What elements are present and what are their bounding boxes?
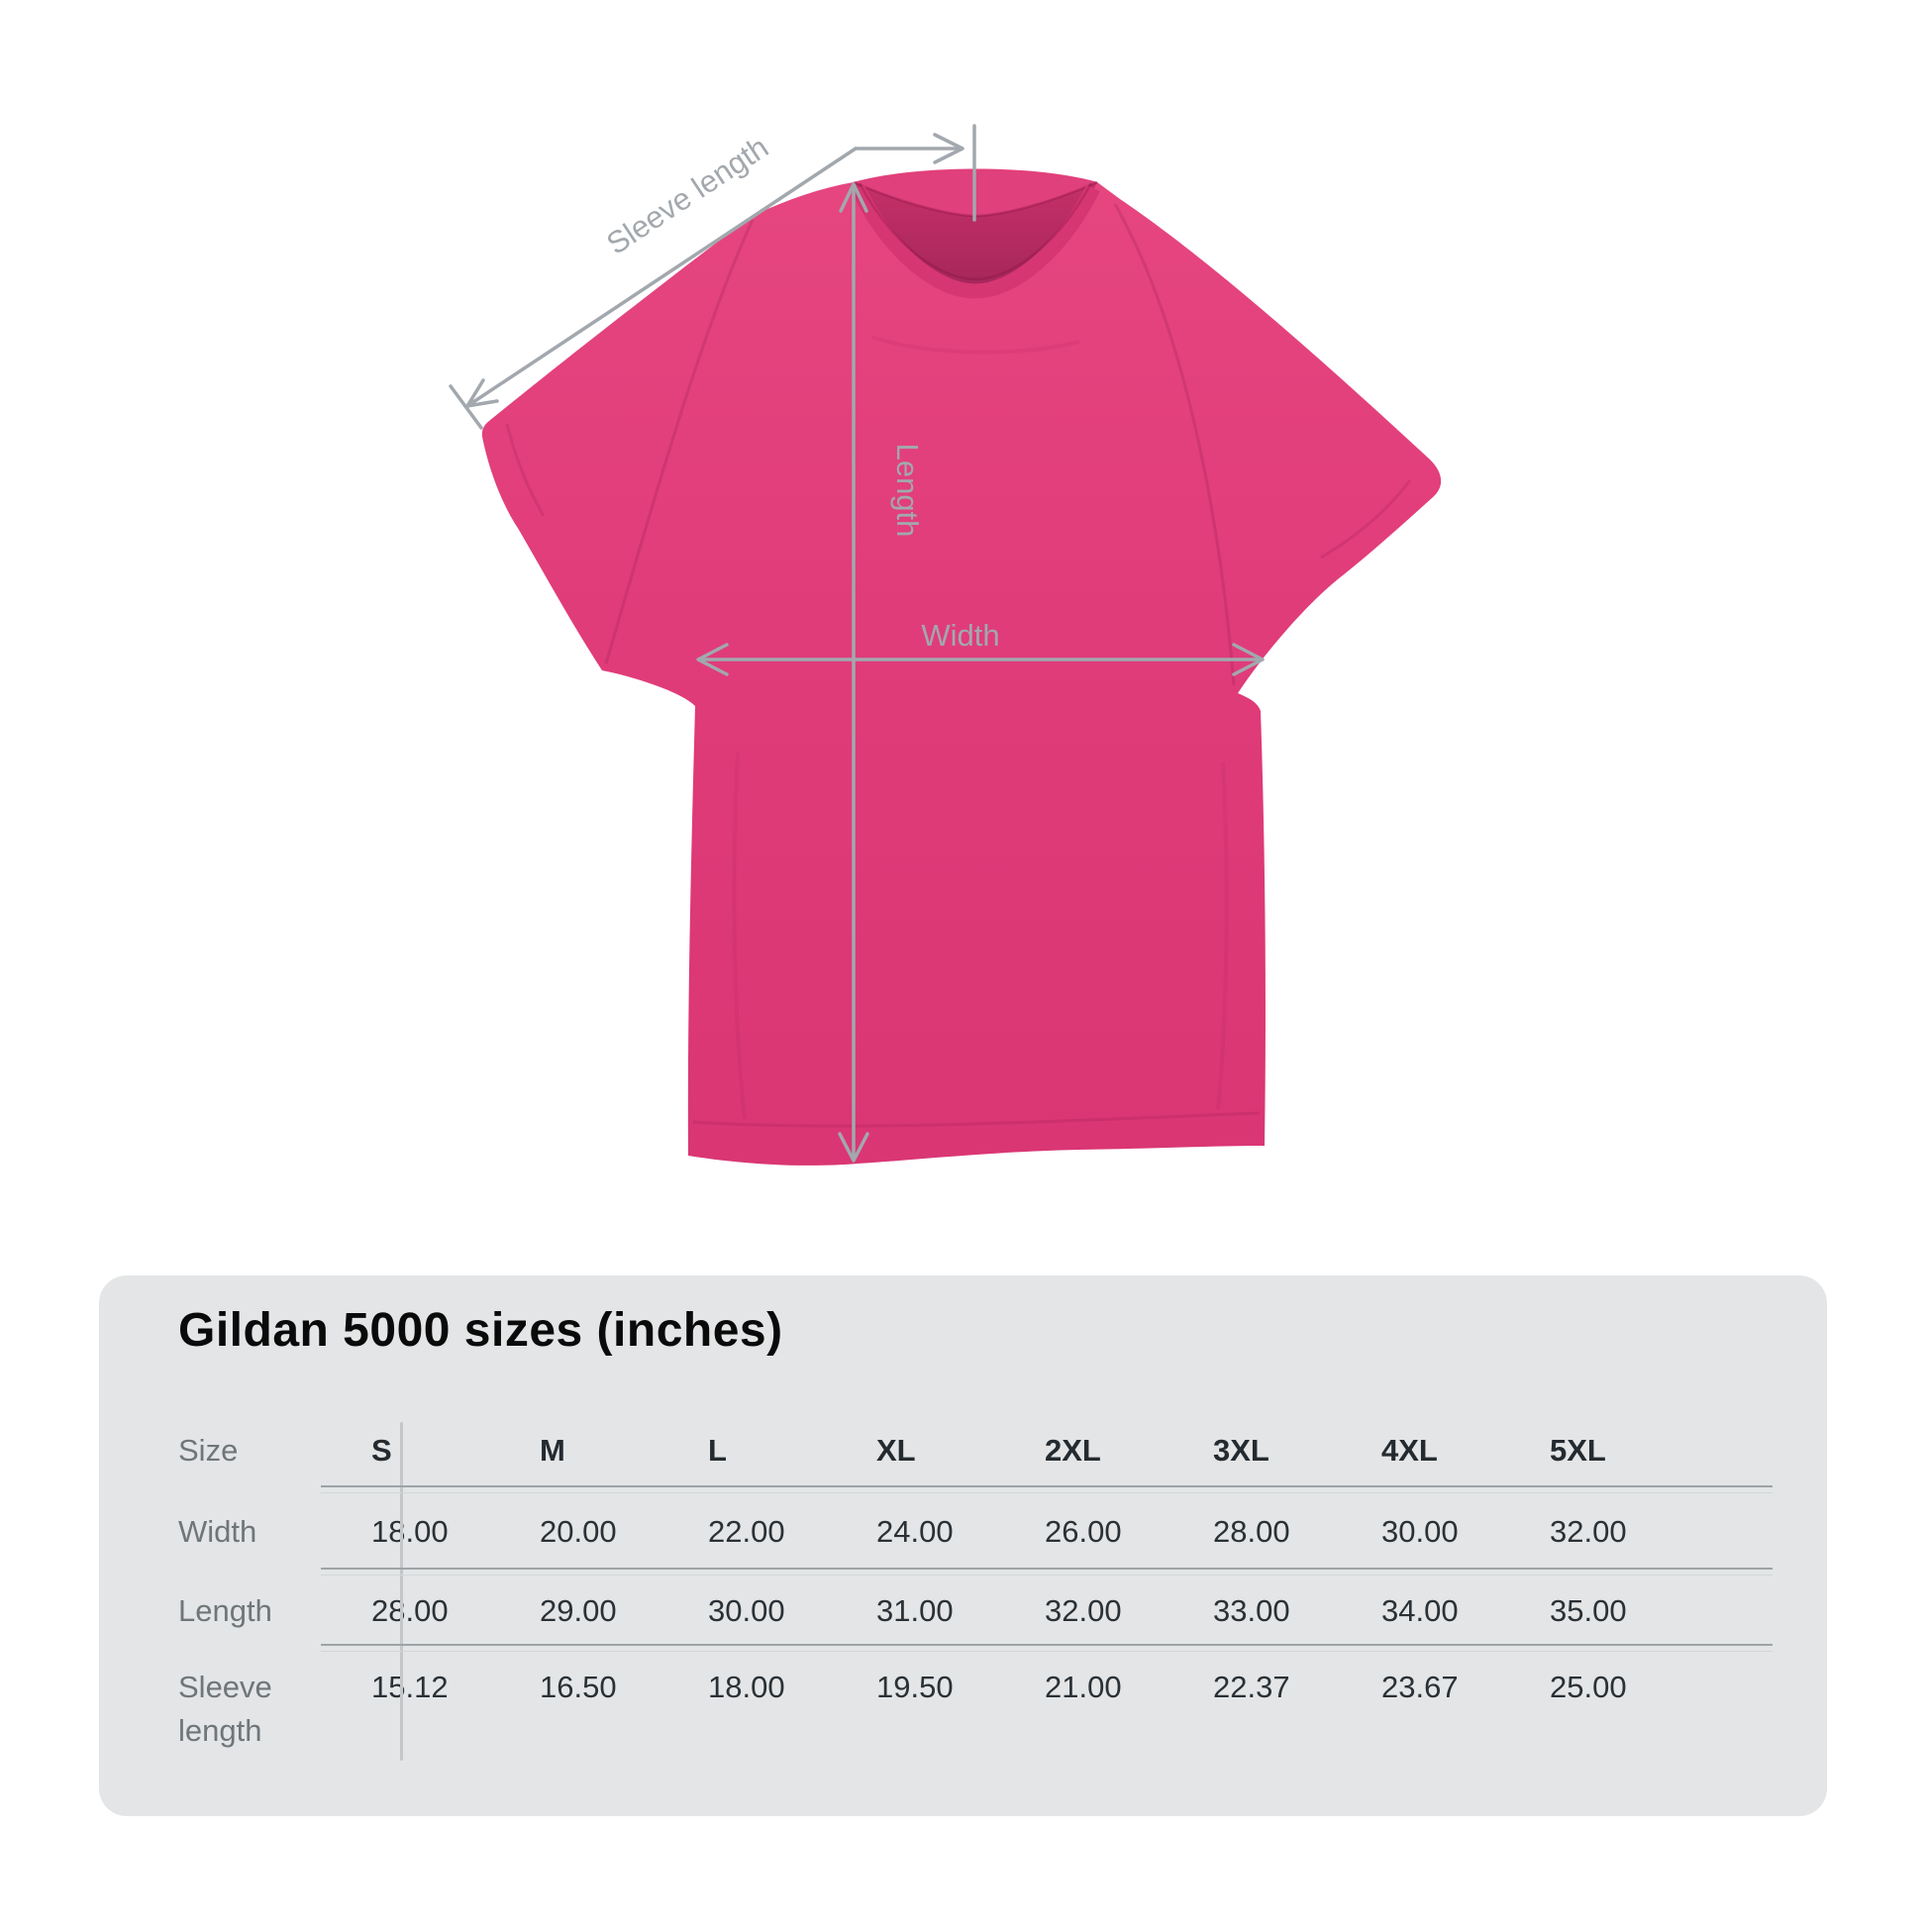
length-label: Length: [890, 444, 925, 538]
row-label-sleeve-length: Sleeve length: [178, 1670, 272, 1748]
measurement-overlay: [449, 124, 1265, 1163]
width-label: Width: [921, 618, 999, 653]
cell-length: 31.00: [876, 1592, 954, 1628]
sleeve-length-diagonal-line: [468, 147, 858, 406]
column-header-4xl: 4XL: [1381, 1433, 1438, 1468]
row-label-length: Length: [178, 1592, 272, 1628]
wrinkle-chest: [870, 335, 1080, 355]
size-table: Size S M L XL 2XL 3XL 4XL 5XL Width 18.00 20.00 22.0…: [178, 1416, 1773, 1761]
row-divider: [321, 1485, 1773, 1497]
cell-length: 30.00: [708, 1592, 785, 1628]
left-sleeve-hem: [505, 423, 546, 517]
column-header-s: S: [371, 1433, 392, 1468]
cell-sleeve-length: 16.50: [540, 1670, 617, 1704]
width-arrowhead-right: [1232, 643, 1265, 676]
cell-sleeve-length: 19.50: [876, 1670, 954, 1704]
cell-length: 29.00: [540, 1592, 617, 1628]
tshirt-graphic: [481, 168, 1442, 1166]
wrinkle-right-side: [1216, 762, 1229, 1110]
bottom-hem-stitch: [692, 1111, 1261, 1128]
cell-length: 28.00: [371, 1592, 449, 1628]
cell-sleeve-length: 25.00: [1550, 1670, 1627, 1704]
cell-width: 18.00: [371, 1513, 449, 1549]
cell-width: 20.00: [540, 1513, 617, 1549]
right-sleeve-hem: [1320, 479, 1412, 559]
cell-sleeve-length: 22.37: [1213, 1670, 1290, 1704]
cell-length: 32.00: [1045, 1592, 1122, 1628]
tshirt-body: [481, 168, 1442, 1166]
sleeve-length-dimension: [449, 124, 976, 430]
column-header-3xl: 3XL: [1213, 1433, 1269, 1468]
collar-front-seam: [858, 182, 1093, 281]
collar-front-band: [851, 184, 1100, 299]
cell-width: 28.00: [1213, 1513, 1290, 1549]
cell-sleeve-length: 23.67: [1381, 1670, 1459, 1704]
column-header-xl: XL: [876, 1433, 916, 1468]
cell-width: 22.00: [708, 1513, 785, 1549]
size-panel: Gildan 5000 sizes (inches) Size S M L XL 2XL 3…: [99, 1275, 1827, 1816]
cell-width: 32.00: [1550, 1513, 1627, 1549]
row-divider: [321, 1644, 1773, 1656]
table-vertical-divider: [400, 1422, 403, 1761]
cell-width: 24.00: [876, 1513, 954, 1549]
cell-width: 26.00: [1045, 1513, 1122, 1549]
cell-length: 35.00: [1550, 1592, 1627, 1628]
row-divider: [321, 1568, 1773, 1579]
length-arrowhead-bottom: [838, 1132, 869, 1163]
cell-width: 30.00: [1381, 1513, 1459, 1549]
width-dimension: [696, 643, 1265, 676]
sleeve-length-arrowhead-right: [933, 133, 964, 164]
row-label-width: Width: [178, 1513, 257, 1549]
cell-sleeve-length: 18.00: [708, 1670, 785, 1704]
length-dimension: [838, 182, 869, 1163]
column-header-m: M: [540, 1433, 565, 1468]
cell-length: 34.00: [1381, 1592, 1459, 1628]
sleeve-length-arrowhead-left: [465, 378, 499, 408]
column-header-2xl: 2XL: [1045, 1433, 1101, 1468]
column-header-l: L: [708, 1433, 727, 1468]
cell-length: 33.00: [1213, 1592, 1290, 1628]
size-header-label: Size: [178, 1433, 239, 1468]
left-armhole-seam: [604, 219, 755, 664]
wrinkle-left-side: [732, 752, 747, 1120]
sleeve-end-tick: [449, 384, 483, 430]
length-arrowhead-top: [839, 182, 868, 213]
column-header-5xl: 5XL: [1550, 1433, 1606, 1468]
right-armhole-seam: [1113, 203, 1236, 686]
cell-sleeve-length: 21.00: [1045, 1670, 1122, 1704]
panel-title: Gildan 5000 sizes (inches): [178, 1304, 783, 1357]
cell-sleeve-length: 15.12: [371, 1670, 449, 1704]
width-arrowhead-left: [696, 643, 729, 676]
